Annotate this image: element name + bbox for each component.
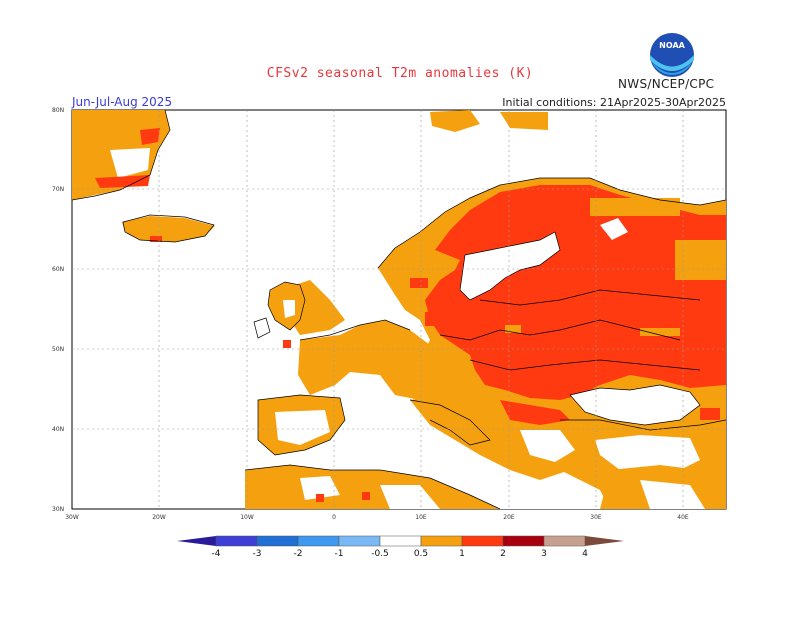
graticule <box>72 110 726 509</box>
lat-label: 70N <box>52 186 64 193</box>
colorbar-segment <box>379 535 422 547</box>
lon-label: 10W <box>240 514 254 521</box>
colorbar-labels: -4 -3 -2 -1 -0.5 0.5 1 2 3 4 <box>212 549 589 559</box>
colorbar-label: -4 <box>212 549 221 559</box>
coastlines <box>72 110 726 509</box>
lon-label: 20E <box>503 514 515 521</box>
colorbar-segment <box>215 535 258 547</box>
lon-label: 40E <box>677 514 689 521</box>
colorbar-segment <box>502 535 545 547</box>
lon-label: 30E <box>590 514 602 521</box>
colorbar-segment <box>297 535 340 547</box>
lon-labels: 30W 20W 10W 0 10E 20E 30E 40E <box>65 514 689 521</box>
colorbar-segment <box>461 535 504 547</box>
logo-text: NOAA <box>659 41 685 50</box>
lat-label: 80N <box>52 107 64 114</box>
colorbar-label: 4 <box>582 549 588 559</box>
colorbar-label: -3 <box>253 549 262 559</box>
colorbar-label: 1 <box>459 549 465 559</box>
colorbar <box>177 535 624 547</box>
agency-label: NWS/NCEP/CPC <box>618 77 715 91</box>
lon-label: 20W <box>152 514 166 521</box>
colorbar-label: -0.5 <box>371 549 389 559</box>
colorbar-label: 3 <box>541 549 547 559</box>
noaa-logo: NOAA <box>650 33 694 77</box>
figure-title: CFSv2 seasonal T2m anomalies (K) <box>266 66 534 81</box>
lat-label: 40N <box>52 426 64 433</box>
colorbar-label: -1 <box>335 549 344 559</box>
lat-label: 60N <box>52 266 64 273</box>
colorbar-segment <box>338 535 381 547</box>
lon-label: 10E <box>415 514 427 521</box>
colorbar-segment <box>420 535 463 547</box>
lat-label: 50N <box>52 346 64 353</box>
colorbar-label: 0.5 <box>414 549 428 559</box>
colorbar-arrow-right <box>585 536 624 546</box>
lon-label: 30W <box>65 514 79 521</box>
initial-conditions-label: Initial conditions: 21Apr2025-30Apr2025 <box>502 96 726 109</box>
colorbar-label: -2 <box>294 549 303 559</box>
lon-label: 0 <box>332 514 336 521</box>
season-label: Jun-Jul-Aug 2025 <box>72 95 173 109</box>
colorbar-segment <box>256 535 299 547</box>
lat-label: 30N <box>52 506 64 513</box>
colorbar-label: 2 <box>500 549 506 559</box>
lat-labels: 80N 70N 60N 50N 40N 30N <box>52 107 64 513</box>
colorbar-arrow-left <box>177 536 216 546</box>
colorbar-segment <box>543 535 586 547</box>
anomaly-field <box>72 110 726 509</box>
